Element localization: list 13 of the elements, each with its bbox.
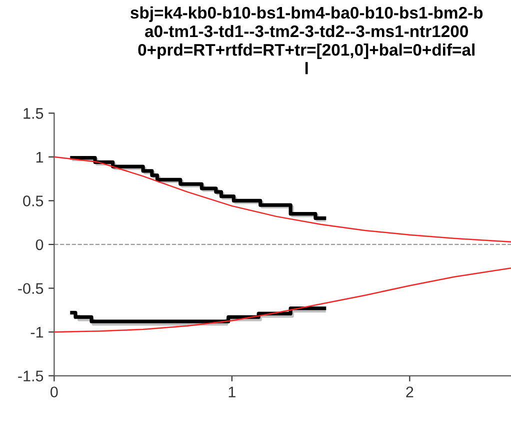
y-tick-label: -1 (30, 327, 44, 338)
line-series (54, 267, 511, 333)
y-tick-label: 1.5 (24, 108, 44, 119)
x-tick-label: 1 (228, 386, 236, 398)
y-tick-label: 1 (36, 152, 44, 162)
x-tick-label: 2 (406, 386, 414, 398)
y-tick-label: 0.5 (23, 196, 44, 206)
chart-title: sbj=k4-kb0-b10-bs1-bm4-ba0-b10-bs1-bm2-b a0-tm1-3-td1--3-tm2-3-td2--3-ms1-ntr1200 0+prd=RT+rtfd=RT+tr=[201,0]+bal=0+dif=al l (130, 6, 483, 74)
y-tick-label: -0.5 (18, 283, 44, 294)
y-tick-label: -1.5 (18, 370, 44, 382)
line-series (54, 156, 511, 242)
x-tick-label: 0 (50, 386, 58, 398)
y-tick-label: 0 (36, 239, 44, 250)
